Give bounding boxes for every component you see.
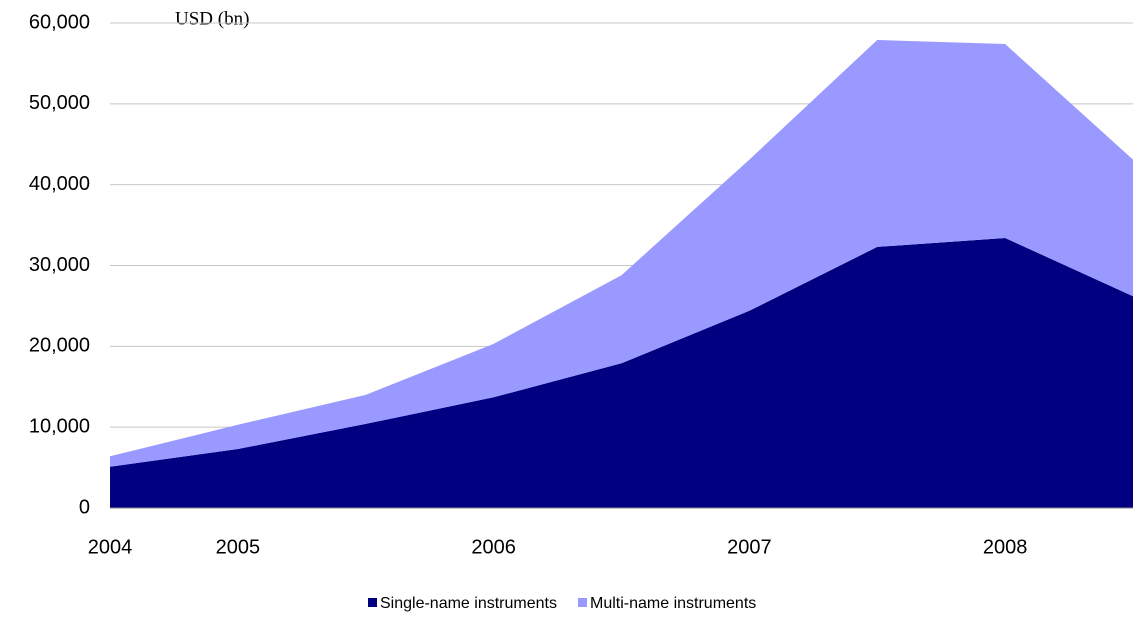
x-tick-label: 2005 [216,536,261,558]
y-tick-label: 0 [79,496,90,518]
y-tick-label: 30,000 [29,254,90,276]
legend-swatch [368,598,377,607]
x-tick-label: 2008 [983,536,1028,558]
area [110,39,1133,467]
legend-label: Multi-name instruments [590,595,756,612]
y-tick-label: 40,000 [29,173,90,195]
area [110,238,1133,508]
y-tick-label: 20,000 [29,335,90,357]
legend-label: Single-name instruments [380,595,557,612]
y-tick-label: 60,000 [29,11,90,33]
x-tick-label: 2007 [727,536,772,558]
legend-swatch [578,598,587,607]
x-tick-label: 2006 [471,536,516,558]
x-tick-label: 2004 [88,536,133,558]
y-tick-label: 50,000 [29,92,90,114]
annotation: USD (bn) [175,8,249,29]
y-tick-label: 10,000 [29,415,90,437]
